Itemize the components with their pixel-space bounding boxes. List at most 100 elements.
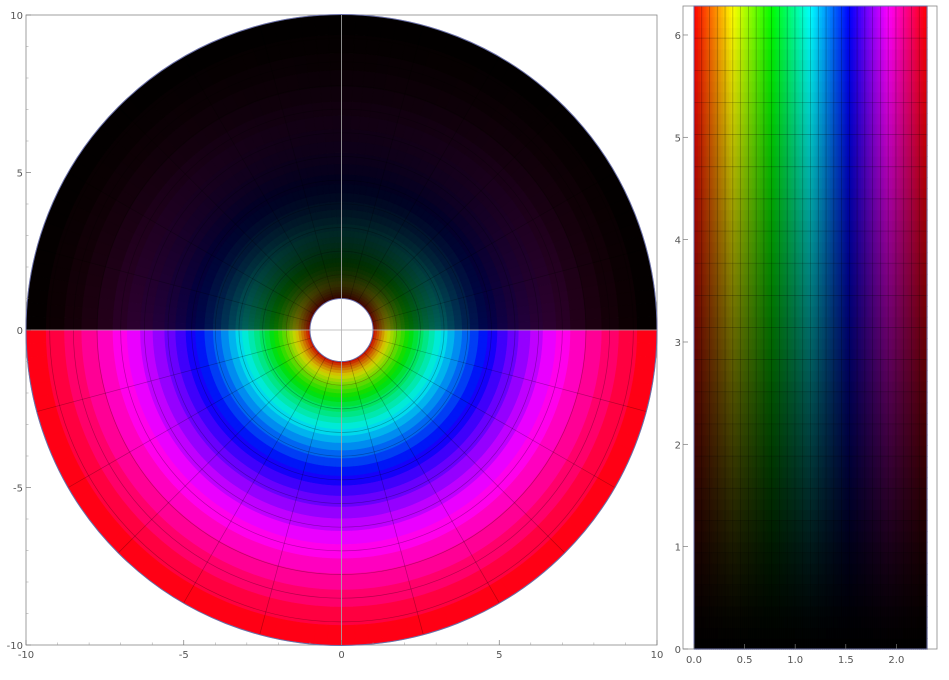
color-cell [314, 516, 326, 531]
color-cell [413, 329, 420, 334]
color-cell [346, 457, 354, 468]
color-cell [321, 543, 333, 559]
color-cell [268, 323, 275, 328]
color-cell [185, 322, 196, 331]
color-cell [447, 329, 456, 336]
color-cell [341, 257, 345, 263]
color-cell [203, 317, 214, 325]
color-cell [333, 406, 339, 413]
color-cell [341, 261, 345, 267]
color-cell [348, 495, 358, 508]
color-cell [440, 325, 449, 331]
color-cell [337, 242, 342, 249]
color-cell [334, 475, 342, 487]
color-cell [324, 141, 335, 154]
color-cell [253, 329, 260, 335]
color-cell [139, 320, 153, 331]
color-cell [258, 329, 265, 334]
color-cell [334, 397, 339, 403]
color-cell [126, 310, 141, 322]
color-cell [347, 173, 356, 185]
color-cell [341, 435, 347, 444]
color-cell [341, 140, 351, 154]
color-cell [152, 329, 165, 339]
color-cell [601, 317, 620, 331]
color-cell [529, 312, 544, 323]
color-cell [555, 339, 571, 351]
color-cell [112, 329, 128, 341]
color-cell [497, 322, 509, 331]
color-cell [341, 417, 346, 424]
color-cell [195, 310, 206, 319]
color-cell [163, 336, 177, 346]
color-cell [174, 336, 187, 345]
color-cell [341, 236, 346, 243]
color-cell [253, 322, 260, 327]
color-cell [341, 266, 345, 271]
color-cell [440, 334, 449, 340]
color-cell [530, 329, 544, 340]
color-cell [344, 242, 350, 249]
color-cell [334, 401, 339, 408]
color-cell [258, 326, 265, 331]
color-cell [333, 411, 339, 418]
color-cell [194, 316, 205, 325]
color-cell [341, 495, 350, 508]
color-cell [447, 324, 456, 331]
color-cell [97, 339, 114, 352]
color-cell [346, 192, 354, 203]
color-cell [268, 329, 274, 334]
color-cell [506, 336, 520, 346]
color-cell [341, 34, 355, 54]
color-cell [418, 329, 425, 334]
color-cell [45, 316, 65, 331]
color-cell [335, 450, 342, 459]
color-cell [583, 350, 602, 365]
color-cell [212, 334, 222, 342]
color-cell [126, 329, 141, 340]
color-cell [234, 329, 243, 335]
color-cell [341, 201, 348, 210]
color-cell [203, 323, 214, 331]
color-cell [331, 100, 342, 116]
color-cell [478, 323, 489, 331]
color-cell [338, 393, 342, 399]
color-cell [347, 484, 357, 497]
color-cell [319, 484, 329, 496]
color-cell [273, 323, 279, 328]
color-cell [341, 216, 347, 225]
color-cell [478, 316, 489, 325]
color-cell [341, 183, 349, 194]
color-cell [324, 449, 332, 459]
color-cell [212, 318, 222, 326]
color-cell [334, 466, 342, 477]
color-cell [341, 401, 346, 408]
color-cell [318, 572, 332, 591]
color-cell [348, 141, 359, 154]
color-cell [335, 393, 340, 399]
color-cell [350, 216, 357, 226]
color-cell [97, 297, 115, 311]
color-cell [341, 69, 354, 87]
color-cell [506, 314, 520, 324]
color-cell [478, 329, 489, 337]
color-cell [353, 184, 361, 195]
color-cell [348, 152, 358, 165]
color-cell [487, 316, 498, 324]
color-cell [194, 335, 205, 344]
color-cell [541, 347, 556, 359]
color-cell [331, 530, 342, 545]
color-cell [496, 315, 509, 324]
color-cell [355, 153, 365, 166]
color-cell [496, 336, 509, 345]
color-cell [247, 329, 255, 335]
color-cell [507, 329, 520, 339]
color-cell [347, 183, 355, 194]
color-cell [555, 319, 571, 331]
color-cell [324, 506, 335, 519]
color-cell [341, 128, 351, 142]
color-cell [346, 201, 354, 211]
color-cell [330, 442, 337, 451]
color-cell [81, 295, 100, 310]
color-cell [322, 530, 334, 545]
